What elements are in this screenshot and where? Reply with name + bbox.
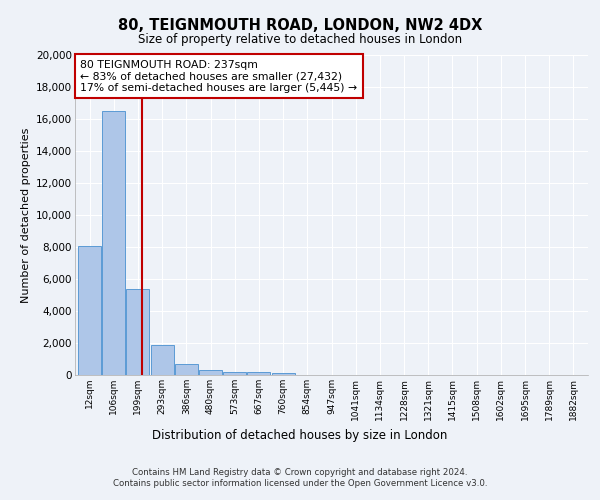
Bar: [272, 373, 295, 375]
Bar: [247, 372, 271, 375]
Bar: [102, 111, 125, 375]
Bar: [199, 370, 222, 375]
Bar: [78, 246, 101, 375]
Bar: [127, 290, 149, 375]
Text: Distribution of detached houses by size in London: Distribution of detached houses by size …: [152, 430, 448, 442]
Text: Contains HM Land Registry data © Crown copyright and database right 2024.
Contai: Contains HM Land Registry data © Crown c…: [113, 468, 487, 487]
Text: Size of property relative to detached houses in London: Size of property relative to detached ho…: [138, 32, 462, 46]
Text: 80 TEIGNMOUTH ROAD: 237sqm
← 83% of detached houses are smaller (27,432)
17% of : 80 TEIGNMOUTH ROAD: 237sqm ← 83% of deta…: [80, 60, 357, 93]
Bar: [223, 372, 246, 375]
Bar: [151, 345, 173, 375]
Text: 80, TEIGNMOUTH ROAD, LONDON, NW2 4DX: 80, TEIGNMOUTH ROAD, LONDON, NW2 4DX: [118, 18, 482, 32]
Y-axis label: Number of detached properties: Number of detached properties: [20, 128, 31, 302]
Bar: [175, 364, 198, 375]
